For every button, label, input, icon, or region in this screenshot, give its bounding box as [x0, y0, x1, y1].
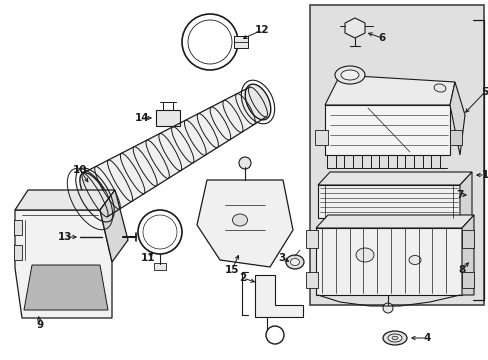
Ellipse shape	[340, 70, 358, 80]
Ellipse shape	[80, 173, 110, 217]
Polygon shape	[449, 130, 461, 145]
Circle shape	[239, 157, 250, 169]
Ellipse shape	[334, 66, 364, 84]
Polygon shape	[345, 18, 364, 38]
Ellipse shape	[391, 336, 397, 340]
Polygon shape	[234, 36, 247, 48]
Polygon shape	[461, 230, 473, 248]
Text: 12: 12	[254, 25, 269, 35]
Polygon shape	[24, 265, 108, 310]
Ellipse shape	[232, 214, 247, 226]
Text: 5: 5	[480, 87, 488, 97]
Ellipse shape	[433, 84, 445, 92]
Text: 11: 11	[141, 253, 155, 263]
Polygon shape	[325, 75, 454, 105]
Text: 13: 13	[58, 232, 72, 242]
Ellipse shape	[245, 84, 270, 120]
Polygon shape	[154, 263, 165, 270]
Polygon shape	[82, 87, 266, 217]
Polygon shape	[317, 185, 459, 218]
Text: 2: 2	[239, 273, 246, 283]
Polygon shape	[15, 190, 115, 210]
Text: 10: 10	[73, 165, 87, 175]
Polygon shape	[317, 172, 471, 185]
Polygon shape	[100, 190, 128, 262]
Polygon shape	[14, 245, 22, 260]
Ellipse shape	[355, 248, 373, 262]
Text: 4: 4	[423, 333, 430, 343]
Text: 3: 3	[278, 253, 285, 263]
Text: 14: 14	[134, 113, 149, 123]
Ellipse shape	[285, 255, 304, 269]
Polygon shape	[156, 110, 180, 126]
Ellipse shape	[382, 331, 406, 345]
Polygon shape	[314, 130, 327, 145]
Polygon shape	[305, 272, 317, 288]
Polygon shape	[305, 230, 317, 248]
Ellipse shape	[408, 256, 420, 265]
Polygon shape	[197, 180, 292, 267]
Polygon shape	[461, 272, 473, 288]
Ellipse shape	[387, 334, 401, 342]
Ellipse shape	[290, 258, 299, 266]
Polygon shape	[14, 220, 22, 235]
Polygon shape	[449, 82, 464, 155]
Polygon shape	[461, 215, 473, 295]
Polygon shape	[459, 172, 471, 218]
Polygon shape	[325, 105, 449, 155]
Polygon shape	[254, 275, 303, 317]
Polygon shape	[15, 210, 112, 318]
Polygon shape	[309, 5, 483, 305]
Text: 8: 8	[457, 265, 465, 275]
Text: 9: 9	[37, 320, 43, 330]
Text: 7: 7	[455, 190, 463, 200]
Ellipse shape	[101, 230, 123, 244]
Text: 15: 15	[224, 265, 239, 275]
Circle shape	[382, 303, 392, 313]
Polygon shape	[315, 228, 461, 295]
Polygon shape	[315, 215, 473, 228]
Text: 1: 1	[480, 170, 488, 180]
Text: 6: 6	[378, 33, 385, 43]
